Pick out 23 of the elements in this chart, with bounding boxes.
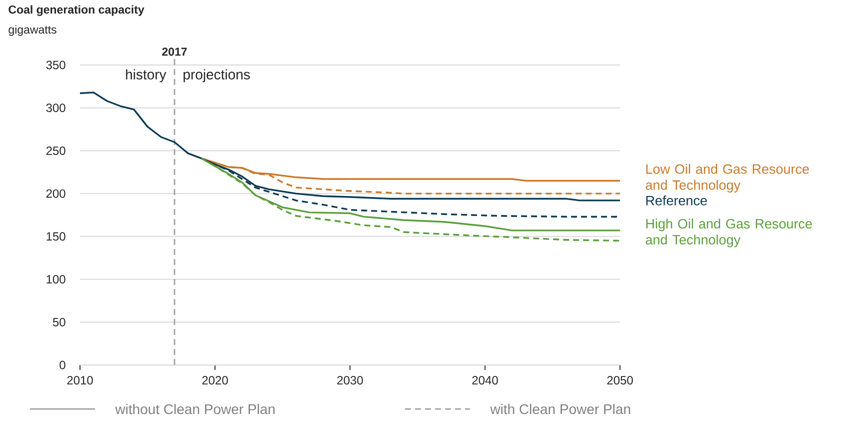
x-tick-label: 2050 — [607, 376, 633, 385]
y-tick-label: 100 — [46, 275, 66, 284]
annotation: projections — [184, 69, 250, 82]
y-tick-label: 50 — [52, 318, 66, 326]
text: with Clean Power Plan — [490, 404, 630, 414]
y-tick-label: 300 — [46, 104, 66, 112]
x-tick-label: 2040 — [472, 376, 498, 385]
annotation: history — [126, 69, 166, 82]
y-axis-title: gigawatts — [8, 25, 56, 36]
y-tick-label: 0 — [60, 360, 66, 370]
series-label: Reference — [646, 195, 707, 206]
ref-line-label: 2017 — [162, 48, 187, 56]
x-tick-label: 2020 — [202, 376, 228, 385]
series-label: High Oil and Gas Resource and Technology — [646, 218, 812, 248]
series-label: Low Oil and Gas Resource and Technology — [646, 164, 809, 193]
chart-title: Coal generation capacity — [8, 5, 144, 16]
y-tick-label: 350 — [46, 60, 66, 70]
y-tick-label: 150 — [46, 232, 66, 241]
x-tick-label: 2030 — [337, 376, 363, 385]
y-tick-label: 250 — [46, 146, 66, 155]
text: without Clean Power Plan — [115, 404, 275, 414]
y-tick-label: 200 — [46, 189, 66, 198]
x-tick-label: 2010 — [67, 376, 93, 385]
